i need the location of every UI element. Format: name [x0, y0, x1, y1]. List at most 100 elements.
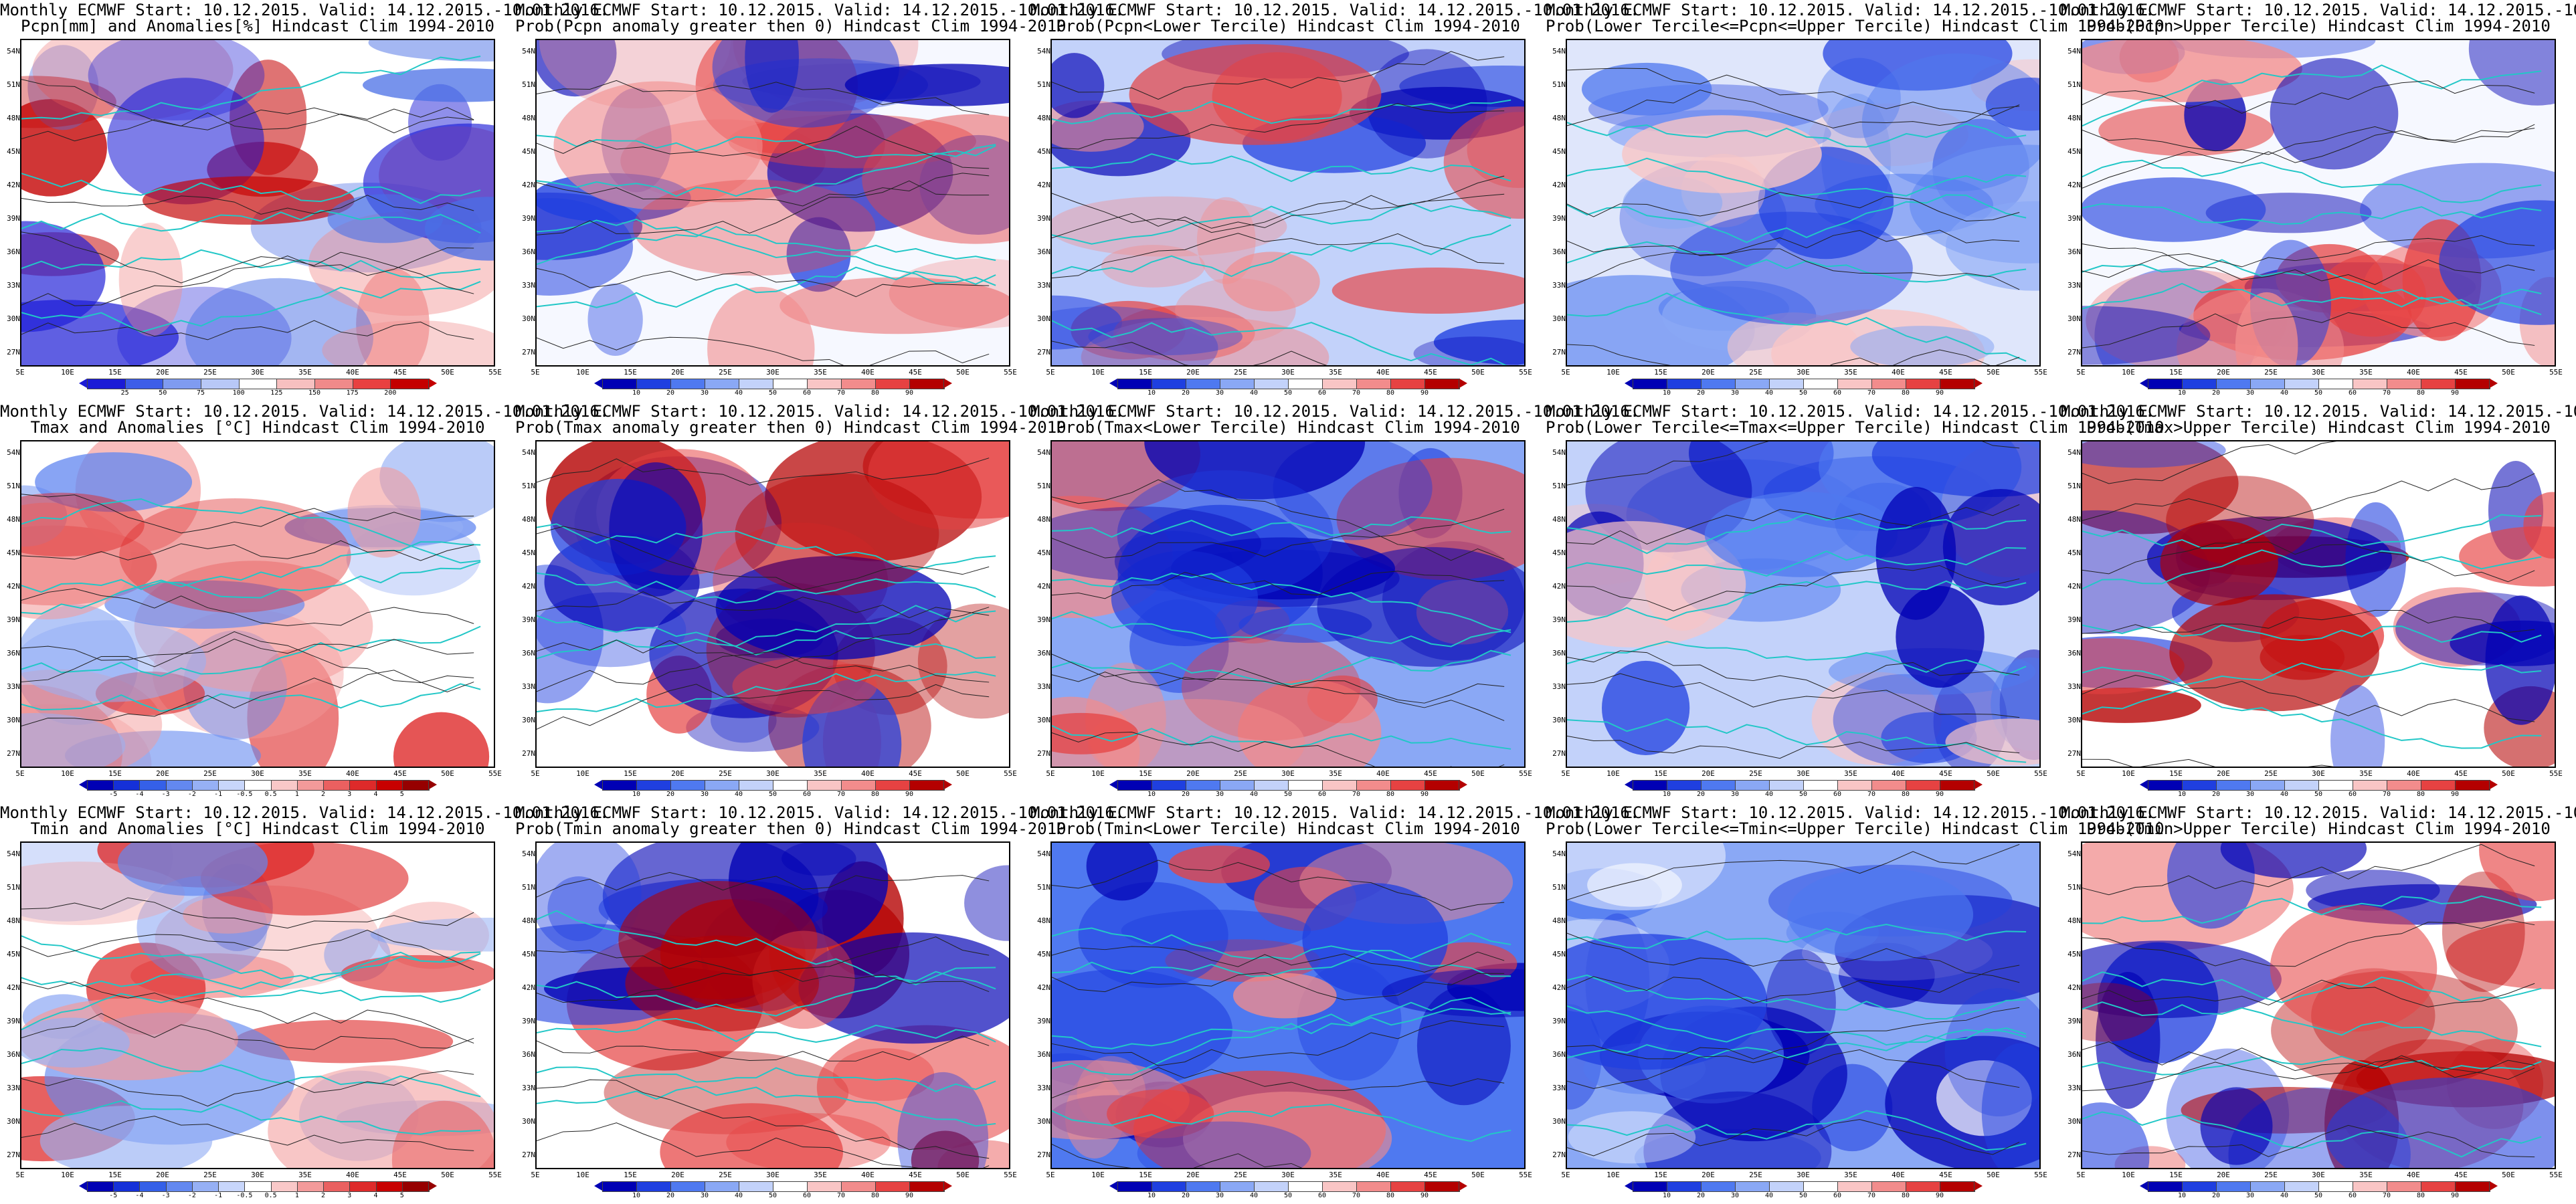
- colorbar-label: 40: [1764, 389, 1774, 397]
- lon-label: 40E: [861, 368, 875, 377]
- colorbar-label: 70: [1867, 389, 1876, 397]
- lon-label: 50E: [956, 368, 970, 377]
- contour-line: [2082, 759, 2334, 767]
- colorbar-low-arrow: [2140, 1181, 2148, 1191]
- colorbar-label: 175: [346, 389, 359, 397]
- colorbar-segment: [1289, 781, 1323, 790]
- coastline: [21, 989, 481, 1031]
- field-shading: [1052, 712, 1139, 755]
- lat-label: 33N: [1037, 682, 1050, 691]
- colorbar-segment: [201, 379, 240, 389]
- panel-title-variable: Prob(Tmax anomaly greater then 0) Hindca…: [515, 418, 1067, 437]
- field-shading: [21, 221, 106, 332]
- colorbar-segment: [2387, 379, 2421, 389]
- colorbar-label: 10: [1147, 791, 1156, 798]
- coastline: [537, 134, 996, 159]
- colorbar-low-arrow: [1109, 780, 1117, 789]
- lat-label: 30N: [522, 314, 535, 323]
- coastline: [2082, 203, 2542, 225]
- lon-label: 50E: [2502, 1171, 2515, 1179]
- lon-label: 15E: [1139, 1171, 1152, 1179]
- lat-label: 45N: [7, 548, 20, 557]
- forecast-map: [1050, 841, 1526, 1169]
- field-shading: [21, 492, 145, 557]
- colorbar-segment: [1118, 1182, 1152, 1191]
- lat-label: 39N: [522, 1017, 535, 1025]
- colorbar-segment: [637, 379, 671, 389]
- colorbar-segment: [1667, 379, 1701, 389]
- field-shading: [1823, 40, 2013, 91]
- lat-label: 51N: [522, 80, 535, 89]
- colorbar-segment: [2148, 781, 2183, 790]
- lat-label: 42N: [1552, 582, 1566, 591]
- lat-label: 30N: [2067, 314, 2081, 323]
- contour-line: [1052, 668, 1505, 704]
- lon-label: 30E: [766, 368, 779, 377]
- colorbar-label: 60: [1833, 1192, 1842, 1199]
- field-shading: [1981, 1043, 2039, 1168]
- field-shading: [327, 194, 444, 243]
- lat-label: 27N: [522, 348, 535, 357]
- field-shading: [712, 40, 899, 128]
- panel-title-variable: Prob(Tmax<Lower Tercile) Hindcast Clim 1…: [1056, 418, 1520, 437]
- field-shading: [142, 176, 355, 225]
- contour-line: [1567, 240, 2020, 290]
- lon-label: 55E: [2034, 368, 2047, 377]
- colorbar-label: 10: [1147, 389, 1156, 397]
- contour-line: [537, 173, 990, 207]
- coastline: [1052, 516, 1511, 538]
- colorbar-label: 40: [2280, 791, 2289, 798]
- contour-line: [1052, 103, 1505, 150]
- colorbar-label: 30: [1215, 389, 1224, 397]
- colorbar-segment: [1289, 1182, 1323, 1191]
- lon-label: 10E: [1091, 1171, 1105, 1179]
- colorbar-label: 70: [1867, 791, 1876, 798]
- colorbar-segment: [166, 1182, 193, 1191]
- coastline: [537, 218, 996, 286]
- colorbar-label: 0.5: [264, 791, 277, 798]
- colorbar-high-arrow: [1974, 780, 1983, 789]
- contour-line: [1567, 504, 2020, 544]
- colorbar-label: 60: [802, 389, 812, 397]
- colorbar-segment: [2251, 1182, 2285, 1191]
- contour-line: [1567, 68, 2020, 117]
- contour-line: [1567, 650, 2020, 692]
- contour-line: [2082, 1058, 2535, 1092]
- lat-label: 30N: [1037, 314, 1050, 323]
- field-shading: [2200, 1087, 2273, 1165]
- field-shading: [363, 68, 494, 102]
- contour-line: [2082, 126, 2535, 155]
- colorbar-segment: [376, 1182, 403, 1191]
- contour-line: [1052, 479, 1505, 561]
- colorbar-label: -0.5: [236, 1192, 253, 1199]
- lat-label: 45N: [2067, 548, 2081, 557]
- lon-label: 10E: [61, 1171, 74, 1179]
- lat-label: 27N: [1037, 749, 1050, 758]
- contour-line: [21, 929, 474, 971]
- coastline: [537, 266, 996, 308]
- colorbar-label: 20: [666, 1192, 675, 1199]
- field-shading: [2479, 843, 2555, 902]
- contour-line: [1567, 965, 2020, 1004]
- colorbar-segment: [2285, 379, 2319, 389]
- field-shading: [2439, 200, 2555, 325]
- lat-label: 42N: [522, 181, 535, 189]
- lon-label: 5E: [531, 368, 540, 377]
- colorbar-low-arrow: [1109, 1181, 1117, 1191]
- colorbar-label: 50: [1283, 791, 1293, 798]
- contour-line: [2082, 1041, 2535, 1080]
- lon-label: 30E: [2312, 769, 2325, 778]
- lon-label: 15E: [1139, 769, 1152, 778]
- colorbar-high-arrow: [2490, 1181, 2498, 1191]
- field-shading: [862, 114, 1009, 244]
- map-field: [1052, 441, 1524, 767]
- coastline: [2082, 1056, 2542, 1076]
- colorbar-segment: [163, 379, 202, 389]
- lon-label: 10E: [1606, 769, 1620, 778]
- panel-title-variable: Prob(Pcpn<Lower Tercile) Hindcast Clim 1…: [1056, 17, 1520, 35]
- coastline: [21, 625, 481, 677]
- colorbar-label: 70: [836, 1192, 846, 1199]
- coastline: [2082, 1111, 2542, 1158]
- coastline: [1567, 1110, 2027, 1151]
- contour-line: [2082, 473, 2535, 521]
